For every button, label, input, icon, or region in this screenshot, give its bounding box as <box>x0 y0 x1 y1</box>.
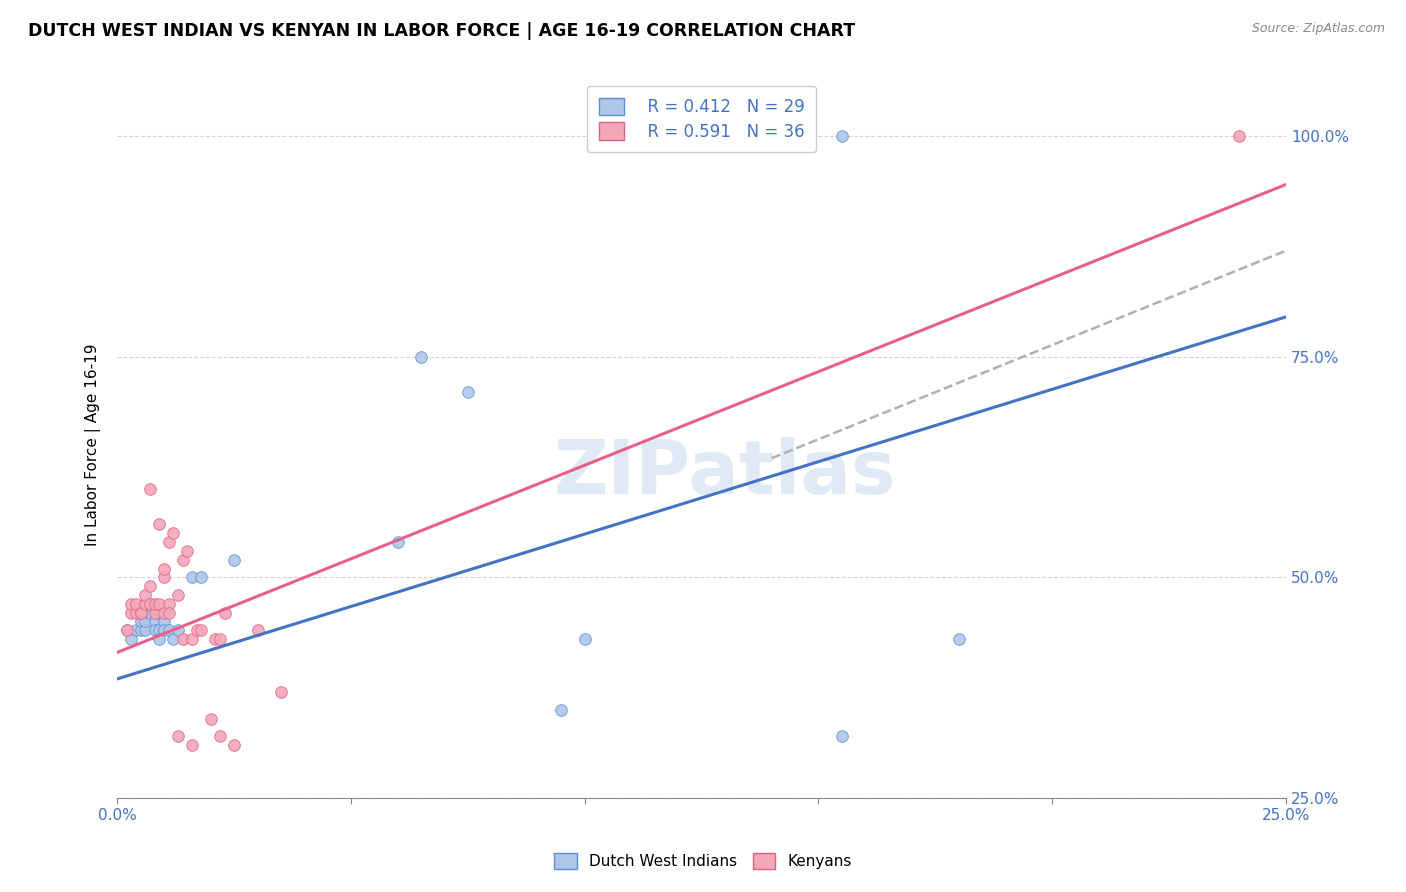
Point <box>162 526 184 541</box>
Point <box>134 624 156 638</box>
Point <box>139 597 162 611</box>
Point <box>181 632 204 647</box>
Point <box>120 606 142 620</box>
Point <box>115 624 138 638</box>
Point <box>190 570 212 584</box>
Point <box>200 712 222 726</box>
Point <box>139 597 162 611</box>
Point <box>129 615 152 629</box>
Point <box>167 624 190 638</box>
Point <box>129 606 152 620</box>
Point <box>129 624 152 638</box>
Point <box>153 570 176 584</box>
Point <box>167 729 190 743</box>
Point <box>125 624 148 638</box>
Point <box>148 624 170 638</box>
Point <box>224 738 246 752</box>
Point <box>831 729 853 743</box>
Point <box>204 632 226 647</box>
Point <box>948 632 970 647</box>
Point <box>209 632 232 647</box>
Text: Source: ZipAtlas.com: Source: ZipAtlas.com <box>1251 22 1385 36</box>
Point <box>153 606 176 620</box>
Point <box>214 606 236 620</box>
Point <box>153 615 176 629</box>
Point <box>153 561 176 575</box>
Point <box>550 703 572 717</box>
Point <box>224 552 246 566</box>
Point <box>157 535 180 549</box>
Point <box>1227 128 1250 143</box>
Point <box>143 624 166 638</box>
Point <box>387 535 409 549</box>
Legend: Dutch West Indians, Kenyans: Dutch West Indians, Kenyans <box>548 847 858 875</box>
Point <box>411 350 433 364</box>
Point <box>143 597 166 611</box>
Y-axis label: In Labor Force | Age 16-19: In Labor Force | Age 16-19 <box>86 343 101 546</box>
Point <box>125 606 148 620</box>
Point <box>172 632 194 647</box>
Point <box>139 579 162 593</box>
Point <box>153 624 176 638</box>
Point <box>134 588 156 602</box>
Point <box>148 517 170 532</box>
Text: DUTCH WEST INDIAN VS KENYAN IN LABOR FORCE | AGE 16-19 CORRELATION CHART: DUTCH WEST INDIAN VS KENYAN IN LABOR FOR… <box>28 22 855 40</box>
Point <box>157 606 180 620</box>
Point <box>190 624 212 638</box>
Point <box>172 552 194 566</box>
Point <box>157 624 180 638</box>
Point <box>125 597 148 611</box>
Point <box>129 606 152 620</box>
Point <box>157 597 180 611</box>
Point <box>120 597 142 611</box>
Point <box>186 624 208 638</box>
Point <box>167 588 190 602</box>
Point <box>139 606 162 620</box>
Text: ZIPatlas: ZIPatlas <box>554 437 896 509</box>
Point <box>246 624 269 638</box>
Point <box>457 384 479 399</box>
Point <box>115 624 138 638</box>
Point <box>139 482 162 496</box>
Point <box>143 615 166 629</box>
Point <box>181 570 204 584</box>
Point <box>181 738 204 752</box>
Point <box>209 729 232 743</box>
Legend:   R = 0.412   N = 29,   R = 0.591   N = 36: R = 0.412 N = 29, R = 0.591 N = 36 <box>586 86 817 153</box>
Point <box>148 597 170 611</box>
Point <box>134 615 156 629</box>
Point <box>574 632 596 647</box>
Point <box>143 606 166 620</box>
Point <box>148 632 170 647</box>
Point <box>134 597 156 611</box>
Point <box>270 685 292 699</box>
Point <box>120 632 142 647</box>
Point <box>176 544 198 558</box>
Point <box>162 632 184 647</box>
Point <box>831 128 853 143</box>
